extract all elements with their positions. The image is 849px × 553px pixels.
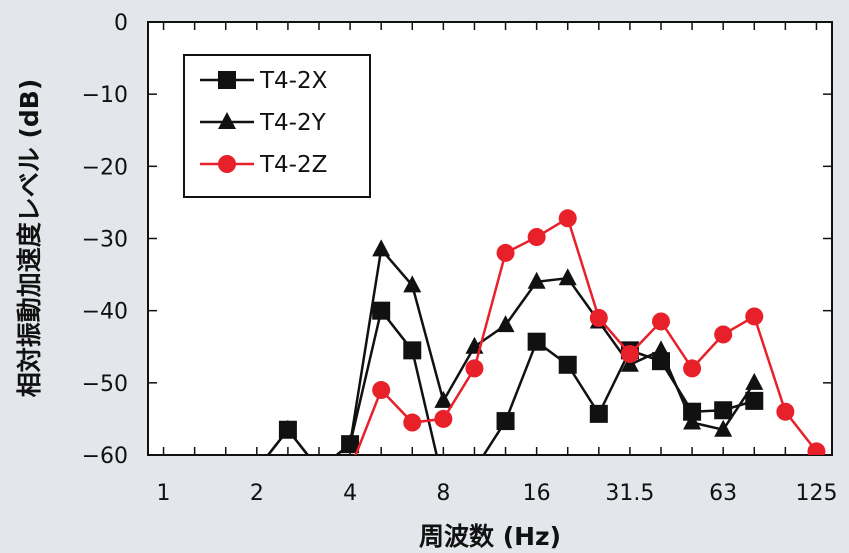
data-point <box>496 412 515 431</box>
x-tick-label: 125 <box>795 481 837 506</box>
x-tick-label: 31.5 <box>605 481 654 506</box>
legend-marker <box>218 112 236 129</box>
data-point <box>620 344 639 363</box>
x-tick-label: 63 <box>709 481 737 506</box>
y-tick-label: 0 <box>114 11 128 36</box>
x-axis-title: 周波数 (Hz) <box>419 522 561 551</box>
y-tick-label: −40 <box>82 300 128 325</box>
legend-marker <box>218 71 236 89</box>
data-point <box>341 460 359 478</box>
data-point <box>434 409 453 428</box>
data-point <box>683 412 702 430</box>
data-point <box>496 243 515 262</box>
data-point <box>403 341 422 360</box>
data-point <box>714 325 733 344</box>
data-point <box>372 239 391 257</box>
legend-label: T4-2Z <box>259 152 327 178</box>
x-tick-label: 16 <box>523 481 551 506</box>
y-tick-label: −60 <box>82 444 128 469</box>
data-point <box>776 402 795 421</box>
x-tick-label: 1 <box>157 481 171 506</box>
data-point <box>248 460 266 478</box>
data-point <box>310 460 328 478</box>
legend-box <box>183 54 371 198</box>
x-tick-label: 4 <box>343 481 357 506</box>
data-point <box>589 308 608 327</box>
data-point <box>683 359 702 378</box>
data-point <box>745 372 764 390</box>
series-line <box>354 216 818 455</box>
data-point <box>714 401 733 420</box>
data-point <box>248 459 266 476</box>
data-point <box>683 402 702 421</box>
tick-labels: 1 2 4 8 16 31.5 63 125 0 −10 −20 −30 −40 −50 −60 <box>82 11 838 506</box>
data-point <box>745 307 764 326</box>
data-point <box>278 419 297 437</box>
legend-label: T4-2X <box>259 68 328 94</box>
data-point <box>745 391 764 410</box>
legend: T4-2X T4-2Y T4-2Z <box>183 54 371 198</box>
y-axis-title: 相対振動加速度レベル (dB) <box>15 79 44 398</box>
data-point <box>465 359 484 378</box>
data-point <box>527 332 546 351</box>
data-point <box>620 354 639 372</box>
data-point <box>341 434 360 452</box>
data-point <box>652 340 670 358</box>
y-tick-label: −20 <box>82 155 128 180</box>
data-point <box>527 271 546 289</box>
series-layer <box>248 209 826 478</box>
x-tick-label: 2 <box>250 481 264 506</box>
legend-item: T4-2X <box>200 68 328 94</box>
data-point <box>372 381 391 400</box>
data-point <box>714 419 733 437</box>
y-tick-label: −10 <box>82 83 128 108</box>
legend-item: T4-2Z <box>200 152 327 178</box>
series-t4-2z <box>341 209 826 478</box>
data-point <box>465 460 483 478</box>
data-point <box>310 459 328 476</box>
data-point <box>589 404 608 423</box>
legend-marker <box>218 155 236 173</box>
data-point <box>558 209 577 228</box>
data-point <box>372 301 391 320</box>
y-tick-label: −30 <box>82 228 128 253</box>
data-point <box>527 228 546 247</box>
data-point <box>558 355 577 374</box>
data-point <box>558 268 577 286</box>
y-tick-label: −50 <box>82 372 128 397</box>
data-point <box>652 312 670 331</box>
legend-item: T4-2Y <box>200 110 327 136</box>
data-point <box>434 390 453 408</box>
data-point <box>403 413 422 432</box>
data-point <box>496 315 515 333</box>
legend-label: T4-2Y <box>259 110 327 136</box>
data-point <box>403 275 422 293</box>
data-point <box>807 442 826 455</box>
x-tick-label: 8 <box>436 481 450 506</box>
